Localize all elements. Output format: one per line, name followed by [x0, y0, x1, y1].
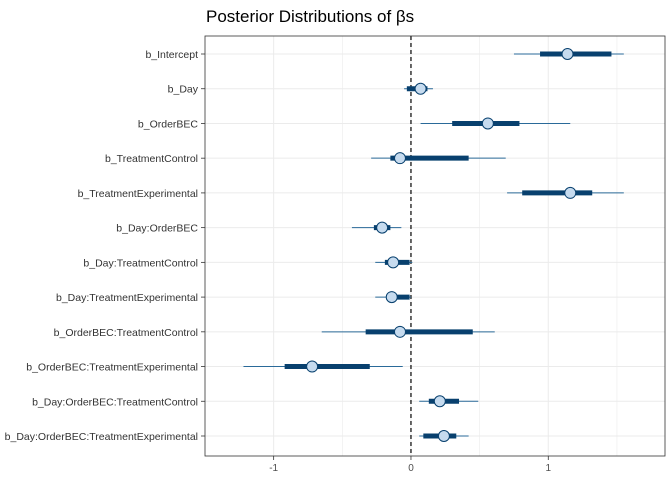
- x-axis: -1 0 1: [269, 456, 552, 474]
- parameter-label: b_TreatmentExperimental: [78, 188, 198, 200]
- point-estimate: [393, 325, 406, 338]
- plot-border: [204, 35, 666, 457]
- point-estimate: [414, 82, 427, 95]
- x-tick-label: -1: [269, 463, 278, 474]
- parameter-label: b_OrderBEC:TreatmentControl: [54, 327, 198, 339]
- parameter-label: b_Intercept: [145, 49, 198, 61]
- parameter-label: b_TreatmentControl: [105, 153, 198, 165]
- point-estimate: [561, 48, 574, 60]
- parameter-label: b_OrderBEC: [138, 118, 199, 130]
- parameter-label: b_Day:OrderBEC:TreatmentControl: [32, 396, 198, 408]
- parameter-label: b_Day:OrderBEC: [116, 223, 198, 235]
- parameter-label: b_Day:TreatmentExperimental: [56, 292, 198, 304]
- x-tick-label: 1: [546, 463, 552, 474]
- point-estimate: [564, 186, 577, 199]
- point-estimate: [437, 430, 450, 442]
- point-estimate: [385, 291, 398, 304]
- parameter-label: b_OrderBEC:TreatmentExperimental: [26, 362, 198, 374]
- interval-marks: [243, 36, 624, 456]
- parameter-label: b_Day:TreatmentControl: [83, 257, 198, 269]
- parameter-label: b_Day: [168, 84, 199, 96]
- point-estimate: [306, 360, 319, 373]
- x-tick-label: 0: [408, 463, 414, 474]
- plot-panel: [205, 36, 665, 456]
- point-estimate: [433, 395, 446, 408]
- point-estimate: [393, 152, 406, 165]
- parameter-label: b_Day:OrderBEC:TreatmentExperimental: [5, 431, 198, 443]
- chart-title: Posterior Distributions of βs: [206, 7, 414, 26]
- y-axis: b_Intercept b_Day b_OrderBEC b_TreatmentCon…: [5, 49, 205, 443]
- point-estimate: [481, 117, 494, 130]
- point-estimate: [387, 256, 400, 269]
- point-estimate: [376, 221, 389, 234]
